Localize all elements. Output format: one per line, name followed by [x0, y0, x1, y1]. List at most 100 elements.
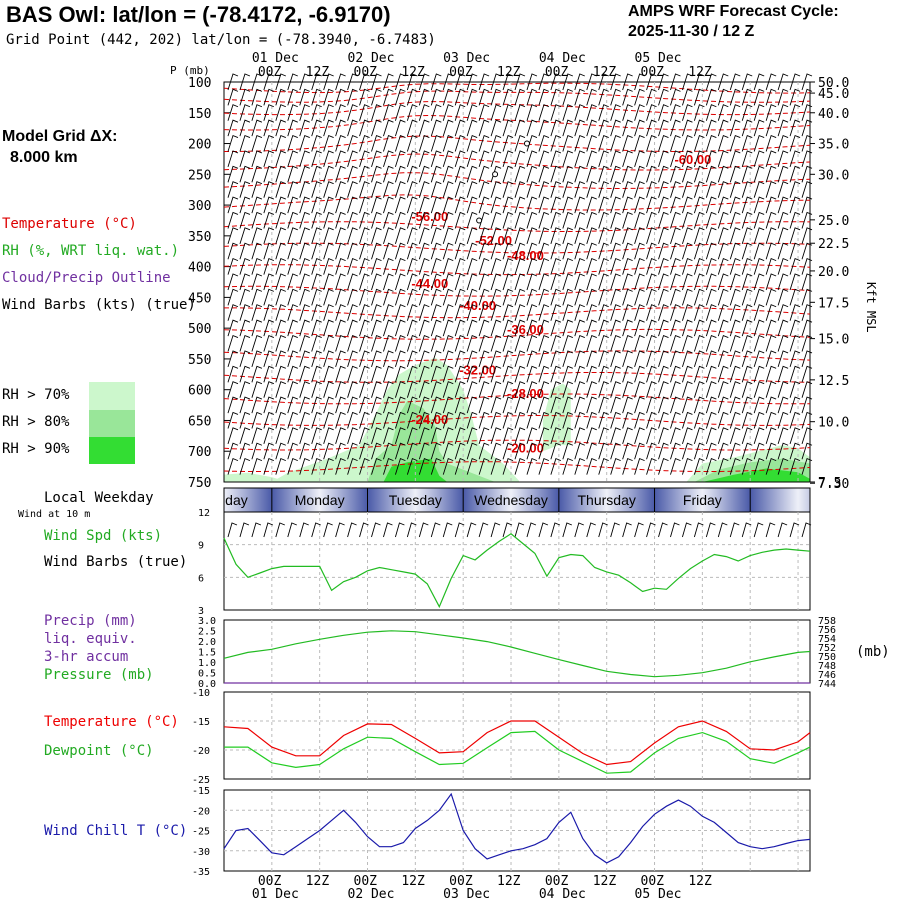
wind-barb [454, 211, 466, 229]
wind-barb [347, 165, 358, 183]
surface-wind-barb [263, 522, 274, 538]
wind-barb [251, 411, 263, 429]
wind-barb [550, 227, 562, 244]
wind-barb [574, 242, 585, 260]
wind-barb [323, 119, 334, 137]
wind-barb [514, 242, 526, 260]
wind-barb [335, 334, 346, 352]
wind-chill-tick-label: -15 [192, 786, 210, 797]
rh90-region [383, 458, 448, 482]
wind-barb [287, 427, 298, 444]
precip-tick-label: 2.5 [198, 627, 216, 638]
wind-barb [275, 381, 286, 398]
wind-barb [430, 242, 442, 260]
wind-barb [299, 227, 310, 244]
wind-barb [562, 104, 574, 121]
temperature-contour [223, 114, 811, 131]
wind-barb [454, 119, 466, 137]
wind-barb [335, 119, 346, 137]
wind-barb [658, 396, 669, 414]
wind-barb [729, 181, 741, 198]
wind-barb [789, 134, 801, 152]
wind-barb [287, 350, 298, 368]
wind-barb [454, 242, 466, 260]
wind-barb [741, 350, 753, 368]
wind-barb [371, 411, 382, 429]
wind-barb [538, 242, 550, 260]
wind-barb [502, 227, 514, 244]
wind-barb [765, 273, 777, 291]
wind-barb [682, 288, 693, 306]
wind-barb [275, 211, 286, 229]
wind-barb [239, 73, 251, 91]
wind-barb [574, 211, 585, 229]
wind-barb [693, 150, 705, 168]
wind-barb [263, 258, 275, 275]
wind-barb [359, 458, 370, 475]
wind-barb [622, 304, 633, 321]
wind-barb [574, 134, 585, 152]
bottom-hour-label: 00Z [545, 874, 569, 889]
calm-wind-marker [476, 217, 483, 224]
temperature-contour-label: -56.00 [411, 209, 448, 224]
wind-barb [227, 73, 239, 91]
wind-barb [442, 181, 454, 198]
wind-barb [777, 304, 789, 321]
wind-barb [347, 273, 358, 291]
wind-barb [670, 196, 681, 214]
wind-barb [502, 381, 514, 398]
wind-barb [789, 365, 801, 383]
wind-barb [335, 258, 346, 275]
wind-barb [765, 411, 777, 429]
wind-barb [526, 211, 538, 229]
pressure-tick-label: 150 [188, 107, 211, 122]
height-tick-label: 40.0 [818, 107, 849, 122]
wind-barb [406, 165, 418, 183]
wind-barb [801, 134, 813, 152]
wind-barb [275, 427, 286, 444]
wind-barb [335, 458, 346, 475]
weekday-cell [271, 488, 368, 512]
wind-barb [406, 119, 418, 137]
wind-barb [514, 211, 526, 229]
wind-barb [383, 288, 394, 306]
surface-wind-barb [287, 522, 297, 538]
temp-tick-label: -20 [192, 746, 210, 757]
surface-wind-barb [430, 522, 441, 538]
wind-barb [562, 258, 574, 275]
wind-barb [478, 196, 490, 214]
wind-barb [729, 88, 741, 106]
wind-barb [658, 365, 669, 383]
wind-barb [586, 165, 597, 183]
wind-barb [622, 365, 633, 383]
surface-wind-barb [622, 522, 632, 538]
wind-barb [670, 104, 681, 121]
wind-barb [753, 181, 765, 198]
surface-wind-barb [371, 522, 381, 538]
temperature-contour [223, 328, 811, 340]
wind-barb [323, 411, 334, 429]
rh70-region-b [542, 383, 571, 452]
wind-barb [418, 196, 430, 214]
wind-barbs-field [227, 73, 813, 475]
wind-barb [359, 104, 370, 121]
pressure-tick-label-right: 754 [818, 634, 836, 645]
wind-barb [729, 442, 741, 460]
wind-barb [287, 150, 298, 168]
grid-point-label: Grid Point (442, 202) lat/lon = (-78.394… [6, 32, 436, 48]
wind-barb [717, 319, 729, 337]
wind-barb [765, 350, 777, 368]
wind-barb [622, 119, 633, 137]
wind-barb [586, 381, 597, 398]
wind-barb [323, 365, 334, 383]
wind-barb [275, 396, 286, 414]
pressure-unit-label: (mb) [856, 644, 890, 660]
temperature-contour-label: -20.00 [507, 441, 544, 456]
wind-barb [753, 134, 765, 152]
temperature-contour-label: -28.00 [507, 386, 544, 401]
wind-barb [777, 119, 789, 137]
wind-barb [251, 442, 263, 460]
wind-barb [646, 211, 657, 229]
wind-barb [466, 273, 478, 291]
wind-barb [753, 258, 765, 275]
